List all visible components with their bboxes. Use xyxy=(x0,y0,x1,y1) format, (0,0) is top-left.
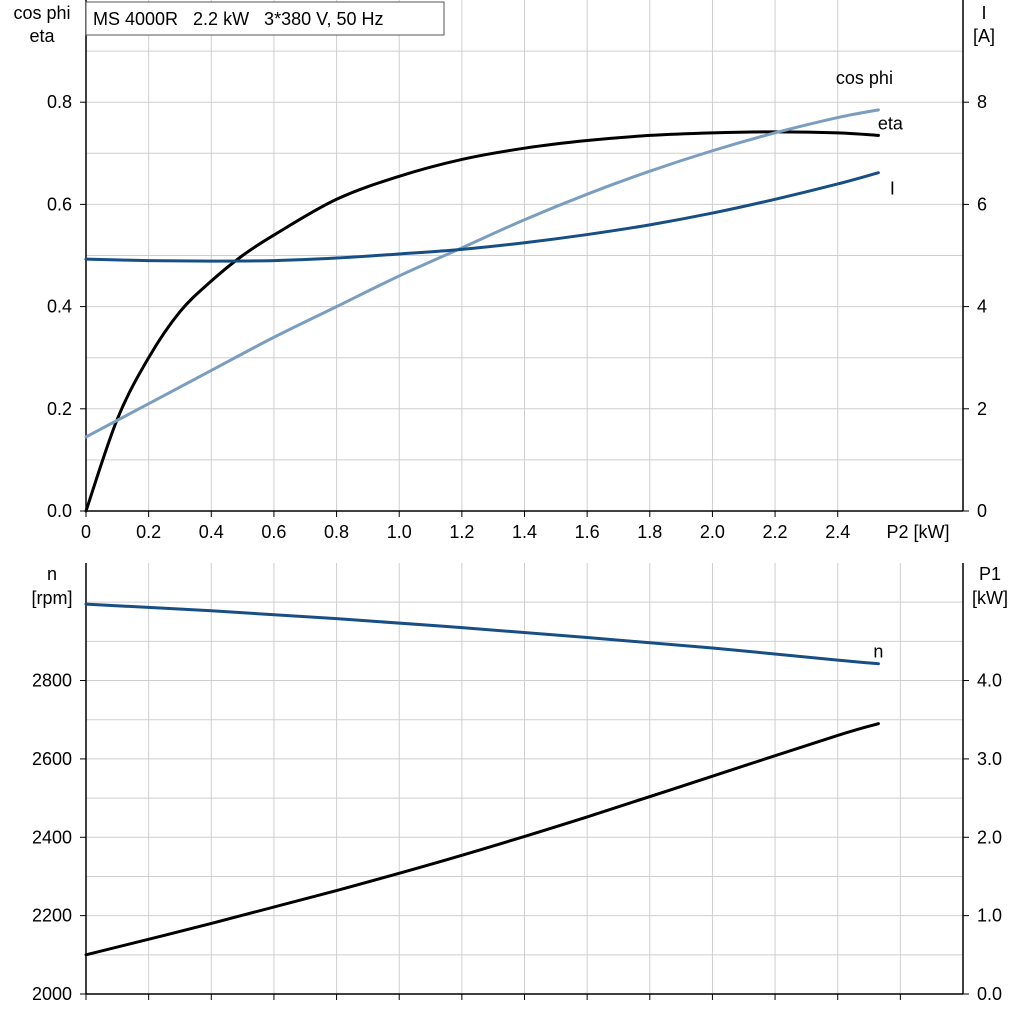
title-box xyxy=(85,1,445,36)
bottom-right-tick-label: 0.0 xyxy=(977,984,1002,1004)
top-x-tick-label: 2.0 xyxy=(700,522,725,542)
bottom-grid xyxy=(86,563,963,994)
series-line-p1 xyxy=(84,722,880,957)
bottom-right-tick-labels: 0.0 1.0 2.0 3.0 4.0 xyxy=(963,671,1002,1004)
bottom-left-tick-label: 2400 xyxy=(32,827,72,847)
top-left-axis-label-line1: cos phi xyxy=(13,3,70,23)
top-x-tick-label: 0.8 xyxy=(324,522,349,542)
top-x-tick-label: 0 xyxy=(81,522,91,542)
top-x-tick-label: 1.6 xyxy=(575,522,600,542)
bottom-panel: 2000 2200 2400 2600 2800 0.0 1.0 2.0 3.0 4.0 n n… xyxy=(31,563,1008,1004)
bottom-left-tick-label: 2800 xyxy=(32,671,72,691)
top-x-tick-label: 1.0 xyxy=(387,522,412,542)
top-x-tick-label: 0.4 xyxy=(199,522,224,542)
top-x-tick-label: 0.6 xyxy=(261,522,286,542)
top-left-tick-label: 0.4 xyxy=(47,297,72,317)
series-line-cos-phi xyxy=(84,108,880,439)
top-right-axis-label-line1: I xyxy=(981,3,986,23)
series-line-eta xyxy=(84,130,880,513)
series-label-cos-phi: cos phi xyxy=(836,68,893,88)
series-line-i xyxy=(84,171,880,263)
top-left-tick-label: 0.8 xyxy=(47,92,72,112)
bottom-left-tick-label: 2000 xyxy=(32,984,72,1004)
top-x-tick-label: 1.4 xyxy=(512,522,537,542)
bottom-right-tick-label: 4.0 xyxy=(977,671,1002,691)
top-left-tick-label: 0.0 xyxy=(47,501,72,521)
series-line-n xyxy=(84,602,880,666)
bottom-left-tick-labels: 2000 2200 2400 2600 2800 xyxy=(32,671,86,1004)
bottom-right-axis-label-line2: [kW] xyxy=(972,588,1008,608)
series-label-eta: eta xyxy=(878,113,904,133)
top-x-tick-label: 0.2 xyxy=(136,522,161,542)
top-right-tick-label: 8 xyxy=(977,92,987,112)
top-x-tick-label: 2.2 xyxy=(763,522,788,542)
top-left-tick-labels: 0.0 0.2 0.4 0.6 0.8 xyxy=(47,92,86,521)
top-series: eta cos phi I xyxy=(84,68,904,513)
bottom-left-tick-label: 2600 xyxy=(32,749,72,769)
top-right-axis-label-line2: [A] xyxy=(973,26,995,46)
bottom-left-axis-label-line2: [rpm] xyxy=(31,588,72,608)
top-left-tick-label: 0.6 xyxy=(47,194,72,214)
top-right-tick-labels: 0 2 4 6 8 xyxy=(963,92,987,521)
top-x-tick-label: 1.2 xyxy=(449,522,474,542)
top-left-tick-label: 0.2 xyxy=(47,399,72,419)
top-right-tick-label: 4 xyxy=(977,297,987,317)
series-label-n: n xyxy=(873,642,883,662)
bottom-right-tick-label: 1.0 xyxy=(977,906,1002,926)
top-x-axis-label: P2 [kW] xyxy=(886,522,949,542)
bottom-left-axis-label-line1: n xyxy=(47,564,57,584)
top-right-tick-label: 0 xyxy=(977,501,987,521)
top-grid xyxy=(86,0,963,511)
top-right-tick-label: 6 xyxy=(977,194,987,214)
series-label-i: I xyxy=(890,179,895,199)
bottom-right-tick-label: 2.0 xyxy=(977,827,1002,847)
top-x-tick-labels: 0 0.2 0.4 0.6 0.8 1.0 1.2 1.4 1.6 1.8 2.0 2.2 2.4 xyxy=(81,511,850,542)
bottom-right-tick-label: 3.0 xyxy=(977,749,1002,769)
top-x-tick-label: 1.8 xyxy=(637,522,662,542)
top-panel: 0.0 0.2 0.4 0.6 0.8 0 2 4 6 8 0 0.2 0.4 0.6 0.8 1.0 1.… xyxy=(13,0,995,542)
bottom-right-axis-label-line1: P1 xyxy=(979,564,1001,584)
bottom-series: n xyxy=(84,602,883,957)
chart-title: MS 4000R 2.2 kW 3*380 V, 50 Hz xyxy=(93,9,384,29)
top-x-tick-label: 2.4 xyxy=(825,522,850,542)
top-left-axis-label-line2: eta xyxy=(29,26,55,46)
top-right-tick-label: 2 xyxy=(977,399,987,419)
bottom-left-tick-label: 2200 xyxy=(32,906,72,926)
bottom-axes xyxy=(85,563,964,1000)
